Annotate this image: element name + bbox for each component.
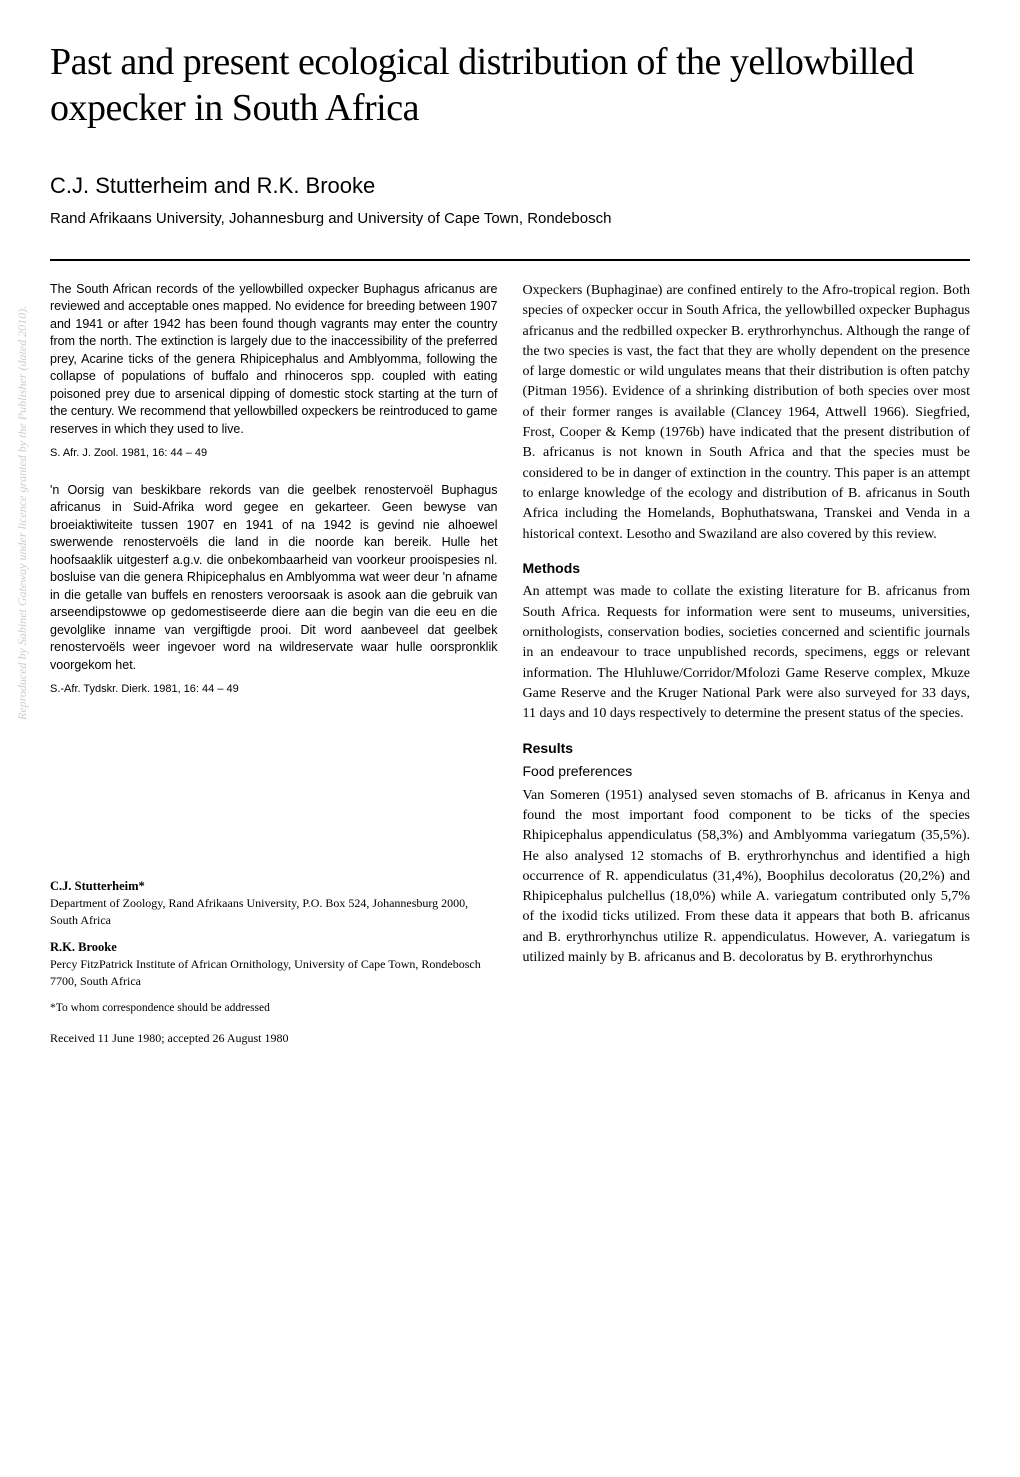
two-column-content: The South African records of the yellowb… — [50, 281, 970, 1047]
author2-address: Percy FitzPatrick Institute of African O… — [50, 956, 498, 990]
author-details-block: C.J. Stutterheim* Department of Zoology,… — [50, 878, 498, 1047]
author1-name: C.J. Stutterheim* — [50, 878, 498, 896]
watermark-text: Reproduced by Sabinet Gateway under lice… — [14, 306, 31, 720]
methods-heading: Methods — [523, 559, 971, 579]
results-heading: Results — [523, 739, 971, 759]
left-column: The South African records of the yellowb… — [50, 281, 498, 1047]
introduction-paragraph: Oxpeckers (Buphaginae) are confined enti… — [523, 281, 971, 545]
authors-line: C.J. Stutterheim and R.K. Brooke — [50, 171, 970, 202]
affiliation-line: Rand Afrikaans University, Johannesburg … — [50, 208, 970, 229]
citation-afrikaans: S.-Afr. Tydskr. Dierk. 1981, 16: 44 – 49 — [50, 682, 498, 697]
citation-english: S. Afr. J. Zool. 1981, 16: 44 – 49 — [50, 446, 498, 461]
right-column: Oxpeckers (Buphaginae) are confined enti… — [523, 281, 971, 1047]
results-paragraph: Van Someren (1951) analysed seven stomac… — [523, 786, 971, 969]
abstract-english: The South African records of the yellowb… — [50, 281, 498, 439]
methods-paragraph: An attempt was made to collate the exist… — [523, 582, 971, 724]
article-title: Past and present ecological distribution… — [50, 40, 970, 131]
section-divider — [50, 259, 970, 261]
abstract-afrikaans: 'n Oorsig van beskikbare rekords van die… — [50, 482, 498, 675]
correspondence-note: *To whom correspondence should be addres… — [50, 1000, 498, 1016]
received-date: Received 11 June 1980; accepted 26 Augus… — [50, 1030, 498, 1047]
results-subheading: Food preferences — [523, 762, 971, 782]
author1-address: Department of Zoology, Rand Afrikaans Un… — [50, 895, 498, 929]
author2-name: R.K. Brooke — [50, 939, 498, 957]
